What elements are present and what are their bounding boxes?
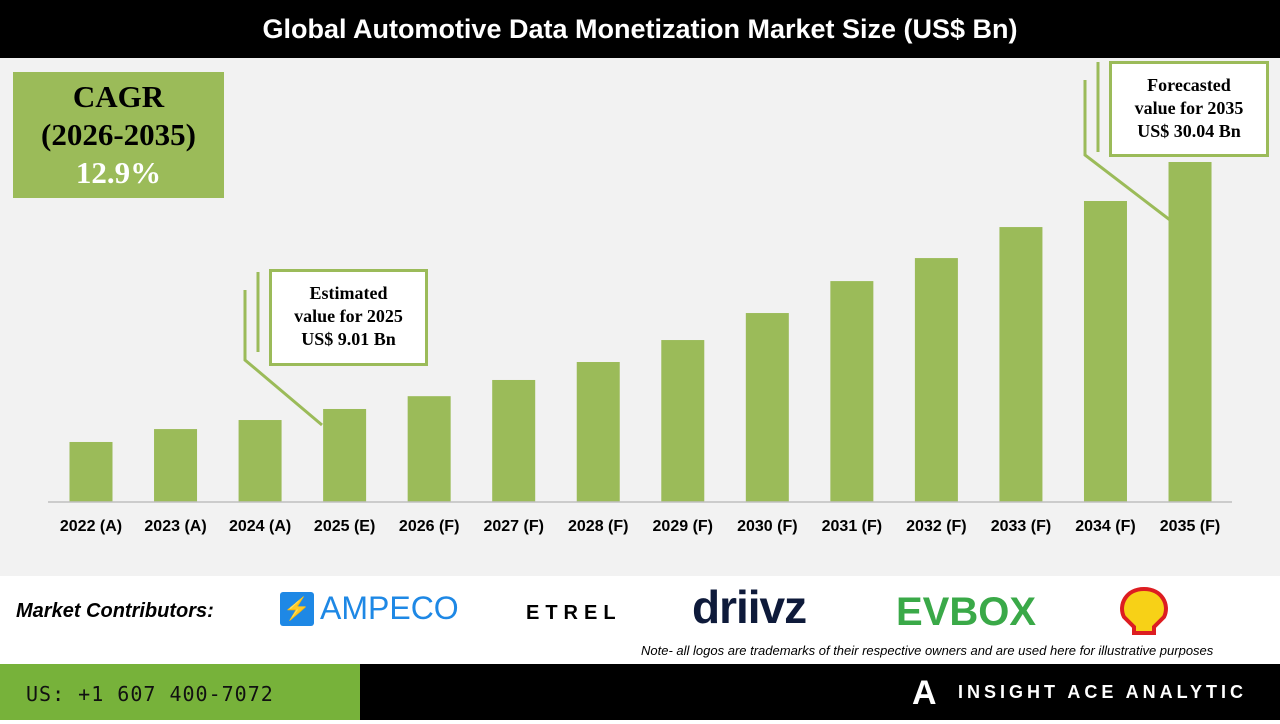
forecast-callout: Forecasted value for 2035 US$ 30.04 Bn [1109, 61, 1269, 157]
chart-title: Global Automotive Data Monetization Mark… [0, 0, 1280, 58]
bar [914, 258, 958, 502]
bar [999, 227, 1043, 502]
callout-line: value for 2025 [294, 306, 403, 326]
brand-name: INSIGHT ACE ANALYTIC [957, 682, 1247, 702]
footer-brand-bar: A INSIGHT ACE ANALYTIC [360, 664, 1280, 720]
shell-icon [1120, 586, 1168, 635]
forecast-connector [1083, 80, 1171, 222]
x-tick-label: 2027 (F) [483, 518, 543, 535]
bar [661, 340, 705, 502]
x-tick-label: 2032 (F) [906, 518, 966, 535]
cagr-box: CAGR (2026-2035) 12.9% [13, 72, 224, 198]
callout-connectors [243, 62, 1171, 427]
bar [154, 429, 198, 502]
bar [745, 313, 789, 502]
etrel-logo: ETREL [526, 602, 622, 624]
bar [323, 408, 367, 502]
bar [69, 441, 113, 502]
callout-line: US$ 30.04 Bn [1137, 121, 1241, 141]
shell-logo [1118, 586, 1170, 640]
bar [576, 362, 620, 502]
x-tick-label: 2029 (F) [653, 518, 713, 535]
x-tick-label: 2025 (E) [314, 518, 375, 535]
cagr-period: (2026-2035) [41, 117, 196, 152]
estimated-connector [243, 290, 323, 427]
x-tick-label: 2035 (F) [1160, 518, 1220, 535]
bar [1083, 200, 1127, 502]
contributors-label: Market Contributors: [16, 600, 214, 622]
bolt-icon: ⚡ [280, 591, 314, 626]
callout-line: value for 2035 [1134, 98, 1244, 118]
trademark-note: Note- all logos are trademarks of their … [641, 643, 1214, 658]
phone-number: US: +1 607 400-7072 [0, 664, 360, 720]
callout-line: US$ 9.01 Bn [301, 329, 396, 349]
cagr-label: CAGR [72, 79, 165, 114]
x-tick-label: 2026 (F) [399, 518, 459, 535]
x-tick-label: 2022 (A) [60, 518, 122, 535]
x-tick-label: 2030 (F) [737, 518, 797, 535]
brand-logo-icon: A [912, 674, 937, 712]
bar [830, 281, 874, 502]
x-tick-label: 2023 (A) [144, 518, 206, 535]
bar-chart: 2022 (A) 2023 (A) 2024 (A) 2025 (E) 2026 (F)… [48, 162, 1232, 535]
x-tick-label: 2034 (F) [1075, 518, 1135, 535]
bar [238, 420, 282, 502]
cagr-value: 12.9% [75, 155, 162, 190]
driivz-logo: driivz [692, 581, 807, 633]
callout-line: Forecasted [1147, 75, 1231, 95]
x-tick-label: 2024 (A) [229, 518, 291, 535]
x-tick-label: 2031 (F) [822, 518, 882, 535]
evbox-logo: EVBOX [896, 590, 1037, 634]
bar [407, 396, 451, 502]
callout-line: Estimated [309, 283, 388, 303]
estimated-callout: Estimated value for 2025 US$ 9.01 Bn [269, 269, 428, 366]
x-tick-label: 2028 (F) [568, 518, 628, 535]
ampeco-logo: ⚡ AMPECO [280, 590, 459, 627]
bar [492, 379, 536, 502]
x-tick-label: 2033 (F) [991, 518, 1051, 535]
bar [1168, 162, 1212, 502]
